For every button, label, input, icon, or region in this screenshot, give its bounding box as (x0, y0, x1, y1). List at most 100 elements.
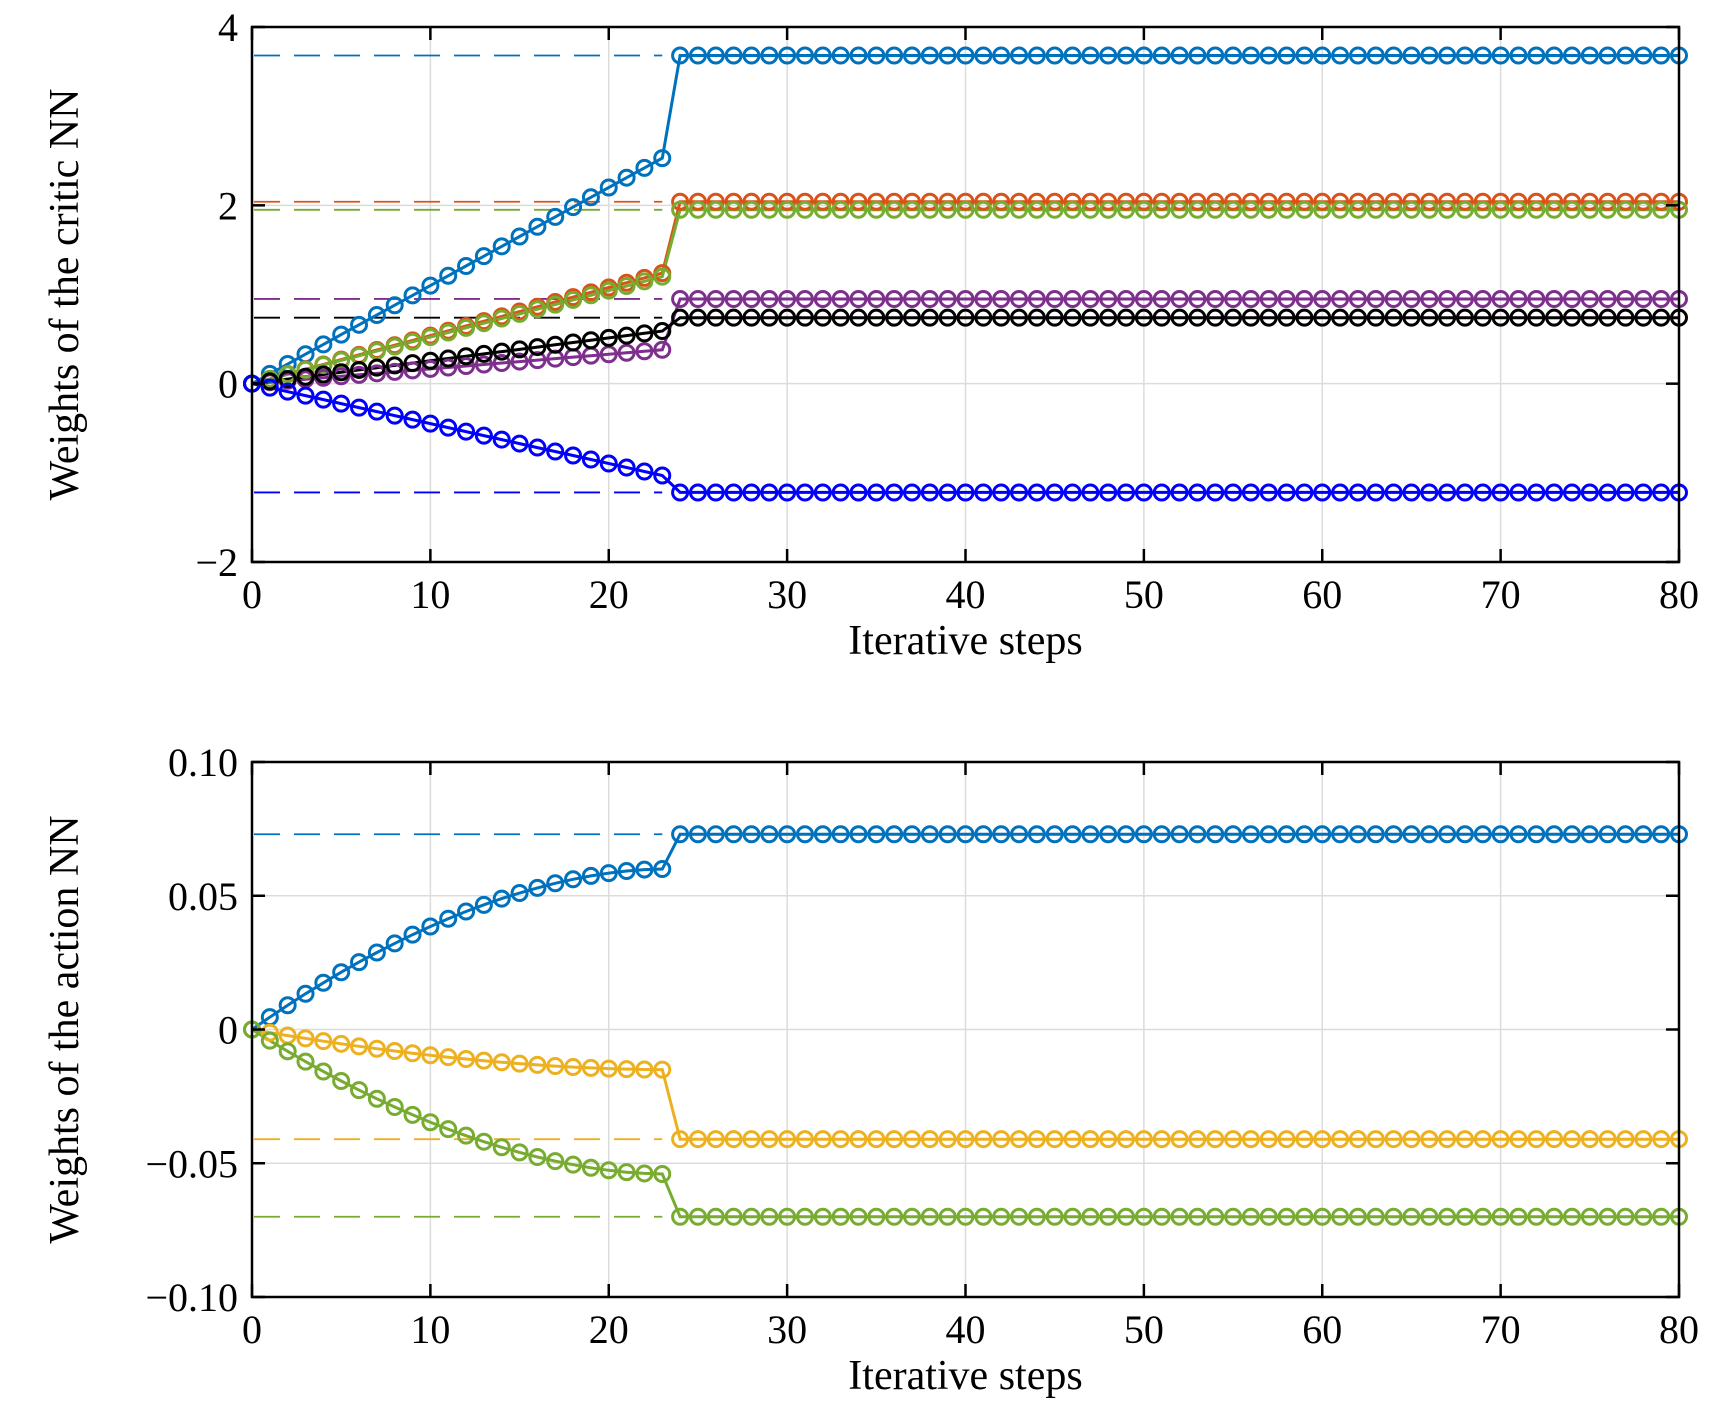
data-point (1455, 1207, 1474, 1226)
data-point (1580, 308, 1599, 327)
data-point (1580, 46, 1599, 65)
data-point (1509, 1130, 1528, 1149)
data-point (760, 289, 779, 308)
data-point (1188, 483, 1207, 502)
data-point (974, 192, 993, 211)
data-point (795, 200, 814, 219)
data-point (474, 895, 493, 914)
x-axis-label: Iterative steps (848, 618, 1082, 664)
data-point (1170, 483, 1189, 502)
data-point (403, 361, 422, 380)
data-point (867, 1130, 886, 1149)
data-point (1259, 1130, 1278, 1149)
data-point (778, 1130, 797, 1149)
data-point (367, 1089, 386, 1108)
data-point (1188, 1130, 1207, 1149)
data-point (635, 462, 654, 481)
data-point (1206, 308, 1225, 327)
x-tick-label: 10 (410, 1307, 450, 1352)
data-point (1509, 192, 1528, 211)
data-point (1402, 1207, 1421, 1226)
data-point (885, 483, 904, 502)
data-point (1010, 308, 1029, 327)
data-point (1348, 308, 1367, 327)
data-point (653, 466, 672, 485)
data-point (1473, 483, 1492, 502)
data-point (1027, 1207, 1046, 1226)
data-point (849, 308, 868, 327)
data-point (1277, 200, 1296, 219)
data-point (885, 192, 904, 211)
data-point (1616, 46, 1635, 65)
data-point (885, 825, 904, 844)
x-tick-label: 30 (767, 1307, 807, 1352)
data-point (1438, 1207, 1457, 1226)
data-point (367, 1039, 386, 1058)
data-point (457, 1126, 476, 1145)
data-point (1616, 825, 1635, 844)
data-point (474, 344, 493, 363)
data-point (920, 308, 939, 327)
data-point (1259, 483, 1278, 502)
data-point (457, 347, 476, 366)
data-point (1063, 308, 1082, 327)
data-point (367, 402, 386, 421)
data-point (1224, 308, 1243, 327)
data-point (1117, 46, 1136, 65)
data-point (510, 1143, 529, 1162)
data-point (1348, 200, 1367, 219)
data-point (1010, 200, 1029, 219)
data-point (278, 996, 297, 1015)
y-tick-label: 0 (218, 1008, 238, 1053)
data-point (1170, 200, 1189, 219)
data-point (296, 984, 315, 1003)
data-point (1117, 308, 1136, 327)
data-point (1420, 1207, 1439, 1226)
data-point (1580, 825, 1599, 844)
data-point (1616, 308, 1635, 327)
data-point (1455, 46, 1474, 65)
data-point (1366, 1207, 1385, 1226)
x-axis-label: Iterative steps (848, 1353, 1082, 1399)
data-point (671, 200, 690, 219)
data-point (617, 458, 636, 477)
data-point (1027, 483, 1046, 502)
data-point (653, 149, 672, 168)
data-point (1170, 192, 1189, 211)
data-point (350, 1081, 369, 1100)
data-point (278, 382, 297, 401)
data-point (403, 332, 422, 351)
data-point (1491, 825, 1510, 844)
data-point (439, 358, 458, 377)
x-tick-label: 20 (589, 1307, 629, 1352)
data-point (350, 360, 369, 379)
data-point (581, 450, 600, 469)
data-point (1224, 200, 1243, 219)
data-point (778, 200, 797, 219)
data-point (1224, 483, 1243, 502)
data-point (992, 200, 1011, 219)
data-point (902, 289, 921, 308)
data-point (1491, 289, 1510, 308)
data-point (1117, 825, 1136, 844)
data-point (1598, 1207, 1617, 1226)
data-point (1188, 1207, 1207, 1226)
data-point (1206, 1207, 1225, 1226)
data-point (1438, 825, 1457, 844)
data-point (1455, 825, 1474, 844)
y-tick-labels: −0.10 −0.05 0 0.05 0.10 (145, 740, 238, 1320)
data-point (474, 355, 493, 374)
data-point (385, 1098, 404, 1117)
data-point (1331, 200, 1350, 219)
y-tick-label: 0.10 (168, 740, 238, 785)
data-point (1348, 1130, 1367, 1149)
data-point (474, 1051, 493, 1070)
data-point (1455, 192, 1474, 211)
data-point (546, 335, 565, 354)
data-point (956, 46, 975, 65)
data-point (688, 1207, 707, 1226)
data-point (706, 289, 725, 308)
data-point (831, 1130, 850, 1149)
data-point (546, 207, 565, 226)
data-point (956, 289, 975, 308)
